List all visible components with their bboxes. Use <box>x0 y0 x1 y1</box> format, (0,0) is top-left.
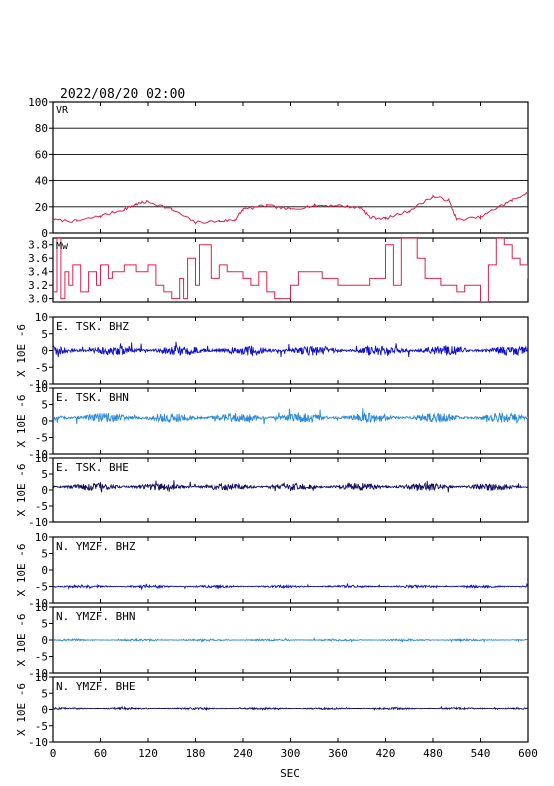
y-tick-label: 10 <box>35 382 48 395</box>
panel-2 <box>49 237 529 303</box>
y-tick-label: -5 <box>35 432 48 445</box>
x-tick-label: 180 <box>186 747 206 760</box>
y-tick-label: 5 <box>41 328 48 341</box>
x-tick-label: 480 <box>423 747 443 760</box>
x-tick-label: 60 <box>94 747 107 760</box>
y-axis-unit-label: X 10E -6 <box>15 395 28 448</box>
y-tick-label: 10 <box>35 452 48 465</box>
y-tick-label: 20 <box>35 201 48 214</box>
y-tick-label: 0 <box>41 345 48 358</box>
y-tick-label: -10 <box>28 448 48 461</box>
vr-series-line <box>53 191 528 225</box>
waveform-trace <box>53 705 528 711</box>
waveform-trace <box>53 341 528 358</box>
y-tick-label: -5 <box>35 500 48 513</box>
y-tick-label: -5 <box>35 651 48 664</box>
y-tick-label: 0 <box>41 484 48 497</box>
y-tick-label: 100 <box>28 96 48 109</box>
x-tick-label: 240 <box>233 747 253 760</box>
y-tick-label: 3.6 <box>28 252 48 265</box>
panel-6 <box>49 536 529 604</box>
panel-label: VR <box>56 105 69 116</box>
panel-label: Mw <box>56 241 69 252</box>
panel-3 <box>49 316 529 385</box>
y-tick-label: 5 <box>41 618 48 631</box>
y-tick-label: 60 <box>35 148 48 161</box>
panel-label: N. YMZF. BHN <box>56 610 135 623</box>
y-tick-label: 5 <box>41 548 48 561</box>
y-tick-label: -10 <box>28 597 48 610</box>
waveform-trace <box>53 408 528 425</box>
x-tick-label: 0 <box>50 747 57 760</box>
y-axis-unit-label: X 10E -6 <box>15 683 28 736</box>
y-tick-label: 0 <box>41 564 48 577</box>
x-tick-label: 360 <box>328 747 348 760</box>
y-tick-label: -5 <box>35 720 48 733</box>
y-tick-label: -5 <box>35 361 48 374</box>
y-tick-label: -10 <box>28 667 48 680</box>
waveform-trace <box>53 480 528 493</box>
y-tick-label: -10 <box>28 516 48 529</box>
x-tick-label: 300 <box>281 747 301 760</box>
panel-7 <box>49 606 529 674</box>
panel-5 <box>49 457 529 523</box>
x-tick-label: 600 <box>518 747 538 760</box>
waveform-trace <box>53 637 528 643</box>
timestamp-label: 2022/08/20 02:00 <box>60 87 185 102</box>
y-tick-label: 80 <box>35 122 48 135</box>
y-tick-label: 0 <box>41 415 48 428</box>
panel-label: N. YMZF. BHE <box>56 680 135 693</box>
y-tick-label: 0 <box>41 704 48 717</box>
panel-1 <box>49 101 529 234</box>
y-tick-label: 10 <box>35 531 48 544</box>
y-tick-label: -5 <box>35 581 48 594</box>
x-tick-label: 120 <box>138 747 158 760</box>
mw-series-line <box>53 238 528 302</box>
y-tick-label: -10 <box>28 378 48 391</box>
waveform-trace <box>53 582 528 591</box>
panel-label: E. TSK. BHZ <box>56 320 129 333</box>
panel-frame <box>52 101 529 234</box>
y-tick-label: 5 <box>41 687 48 700</box>
panel-label: N. YMZF. BHZ <box>56 540 136 553</box>
y-axis-unit-label: X 10E -6 <box>15 324 28 377</box>
y-tick-label: 40 <box>35 175 48 188</box>
x-tick-label: 540 <box>471 747 491 760</box>
panel-label: E. TSK. BHN <box>56 391 129 404</box>
y-axis-unit-label: X 10E -6 <box>15 544 28 597</box>
y-tick-label: 0 <box>41 227 48 240</box>
x-axis-label: SEC <box>280 767 300 780</box>
y-tick-label: 10 <box>35 601 48 614</box>
y-tick-label: 5 <box>41 468 48 481</box>
y-tick-label: 5 <box>41 399 48 412</box>
y-tick-label: -10 <box>28 736 48 749</box>
y-tick-label: 10 <box>35 671 48 684</box>
panel-8 <box>49 676 529 743</box>
y-tick-label: 0 <box>41 634 48 647</box>
y-tick-label: 3.4 <box>28 266 48 279</box>
panel-4 <box>49 387 529 455</box>
y-axis-unit-label: X 10E -6 <box>15 614 28 667</box>
y-tick-label: 3.2 <box>28 279 48 292</box>
y-tick-label: 3.8 <box>28 239 48 252</box>
y-tick-label: 10 <box>35 311 48 324</box>
y-tick-label: 3.0 <box>28 293 48 306</box>
x-tick-label: 420 <box>376 747 396 760</box>
y-axis-unit-label: X 10E -6 <box>15 464 28 517</box>
panel-label: E. TSK. BHE <box>56 461 129 474</box>
